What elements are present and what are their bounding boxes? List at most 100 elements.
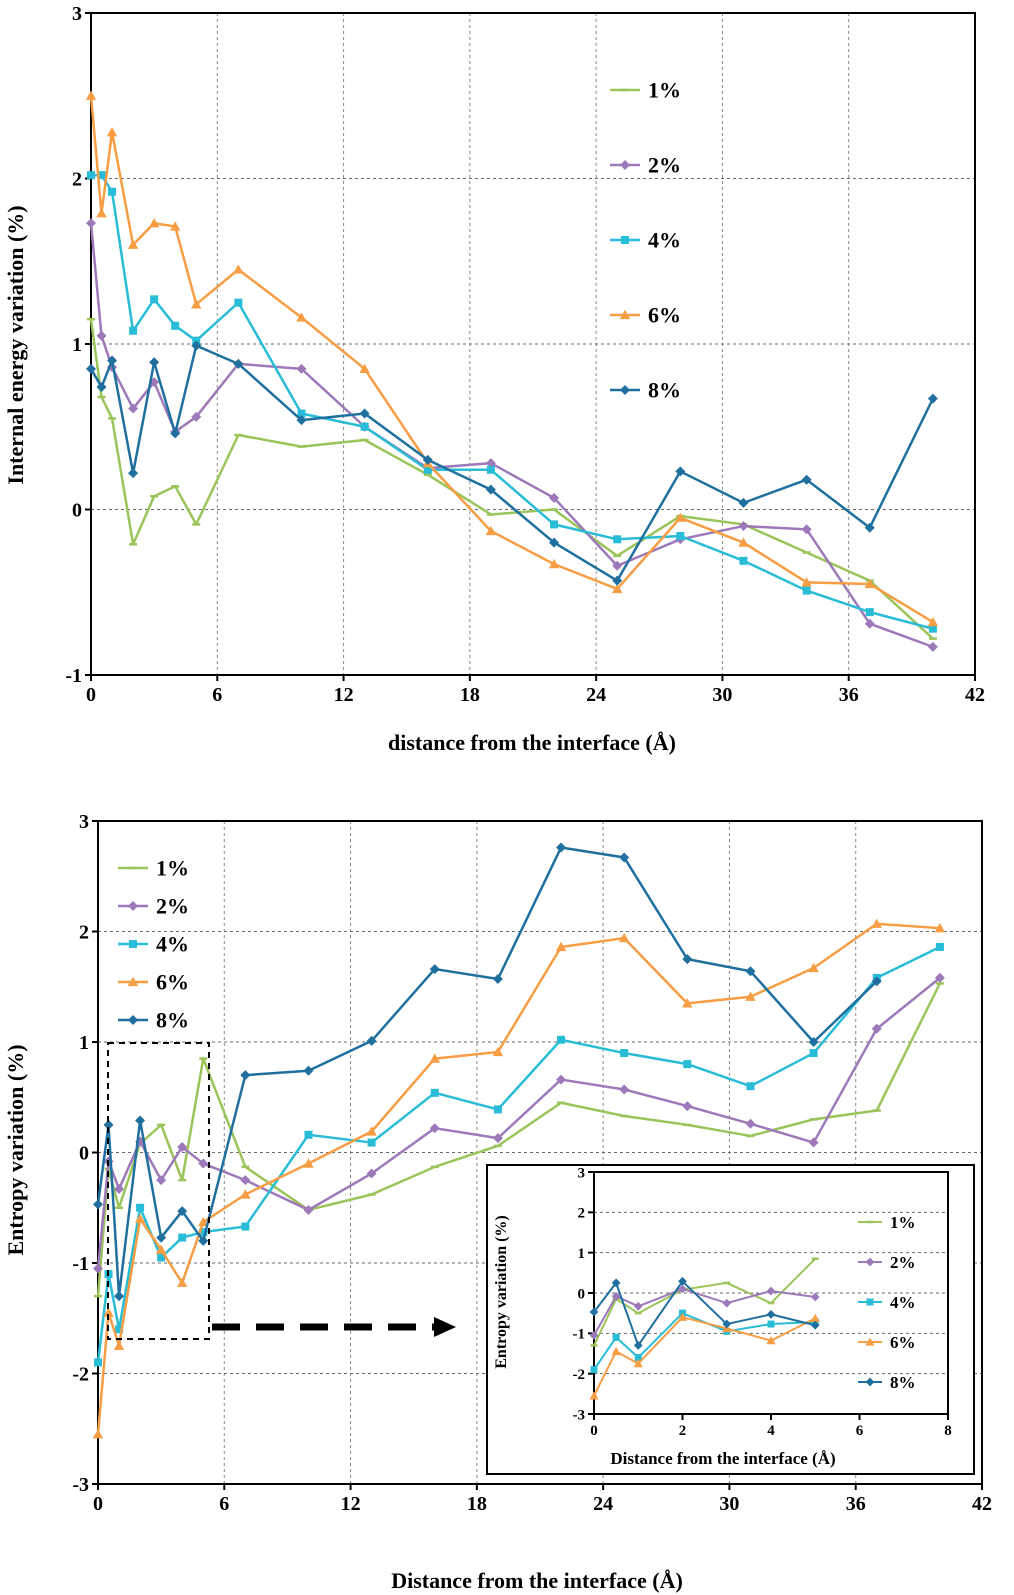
chart2-xtick-label: 30 <box>719 1493 739 1515</box>
inset-xtick-label: 0 <box>590 1423 598 1439</box>
inset-series-4-point <box>589 1307 599 1317</box>
chart2-series-3-point <box>745 991 756 1001</box>
inset-series-3-point <box>589 1391 599 1400</box>
chart2-ytick-label: -3 <box>72 1474 89 1496</box>
chart2-series-1-point <box>429 1123 440 1134</box>
inset-legend-2-marker <box>866 1298 874 1306</box>
chart1-series-2-point <box>739 556 748 565</box>
chart2-series-2-point <box>367 1138 376 1147</box>
chart1-series-2-point <box>865 608 874 617</box>
chart1-series-2-point <box>87 171 95 180</box>
chart2-series-2-point <box>809 1049 818 1058</box>
inset-xtick-label: 6 <box>856 1423 864 1439</box>
chart2-series-3-point <box>176 1277 188 1288</box>
chart1-ytick-label: 3 <box>72 3 82 25</box>
inset-series-4-point <box>766 1310 776 1319</box>
chart2-series-4-point <box>114 1291 125 1302</box>
chart1-series-3-point <box>191 299 202 309</box>
inset-legend-4-marker <box>865 1377 875 1387</box>
chart1-series-2-point <box>150 295 159 304</box>
chart2-series-2-point <box>557 1035 566 1044</box>
chart1-series-2-point <box>423 465 432 474</box>
inset-legend-1-marker <box>865 1257 875 1267</box>
chart1-xtick-label: 24 <box>586 684 606 706</box>
chart1-series-2-point <box>297 409 306 418</box>
chart2-series-2-point <box>493 1105 502 1114</box>
chart2-series-3-point <box>682 998 693 1008</box>
inset-series-1-point <box>678 1284 687 1294</box>
inset-series-2-point <box>612 1333 620 1341</box>
chart1-xtick-label: 18 <box>460 684 480 706</box>
inset-series-1-point <box>810 1292 820 1302</box>
chart2-series-4-point <box>240 1070 251 1081</box>
chart2-series-2-point <box>241 1222 250 1231</box>
chart1-series-4-point <box>675 466 686 477</box>
chart2-xtick-label: 18 <box>467 1493 487 1515</box>
inset-series-3-point <box>810 1313 820 1323</box>
chart2-series-1-point <box>556 1074 567 1085</box>
chart1-legend-4-label: 8% <box>648 378 681 403</box>
chart2-series-3-point <box>134 1213 146 1223</box>
chart2-series-2-point <box>430 1088 439 1097</box>
chart2-series-4-line <box>96 846 878 1298</box>
chart2-series-1-point <box>240 1175 251 1186</box>
chart1-series-4-point <box>422 454 433 465</box>
chart1-series-4-point <box>801 474 812 485</box>
chart2-legend-1-label: 2% <box>156 894 189 919</box>
chart1-xtick-label: 6 <box>212 684 222 706</box>
inset-ytick-label: 0 <box>578 1286 586 1302</box>
chart2-xtick-label: 24 <box>593 1493 613 1515</box>
chart1-series-2-point <box>802 586 811 595</box>
chart1-ytick-label: 1 <box>72 334 82 356</box>
chart2-series-4-point <box>303 1065 314 1076</box>
inset-ytick-label: -3 <box>573 1407 586 1423</box>
chart2-legend-3-marker <box>127 976 139 987</box>
inset-background <box>486 1164 975 1475</box>
zoom-arrow-head <box>434 1317 456 1337</box>
inset-series-1-point <box>766 1286 776 1296</box>
chart2-series-3-point <box>92 1429 104 1439</box>
chart1-series-3-point <box>801 577 812 587</box>
chart1-series-3-point <box>359 363 370 373</box>
chart1-series-4-point <box>128 468 139 479</box>
chart2-legend-1-marker <box>128 901 138 911</box>
chart1-series-1-point <box>738 521 749 532</box>
chart1-series-4-point <box>107 355 118 366</box>
chart2-series-3-point <box>240 1189 251 1199</box>
chart2-series-4-point <box>177 1206 188 1217</box>
chart1-ytick-label: 2 <box>72 169 82 191</box>
chart1-series-4-point <box>96 382 107 393</box>
chart1-xtick-label: 12 <box>334 684 354 706</box>
chart2-series-4-point <box>429 964 440 975</box>
inset-series-1-point <box>722 1298 732 1308</box>
inset-plot: 0 2 4 6 8 -3 -2 -1 0 1 2 3 1% 2% 4% 6% 8% <box>573 1165 952 1439</box>
inset-xtick-label: 2 <box>679 1423 687 1439</box>
chart1-series-4-point <box>359 408 370 419</box>
chart2-series-4-point <box>93 1199 103 1210</box>
chart1-series-1-point <box>801 524 812 535</box>
chart1-series-1-point <box>549 492 560 503</box>
chart1-series-1-point <box>191 411 202 422</box>
chart1-series-3-point <box>106 126 118 137</box>
chart1-series-4-point <box>170 428 181 439</box>
chart2-series-2-point <box>746 1082 755 1091</box>
chart2-xtick-label: 6 <box>219 1493 229 1515</box>
chart2-series-1-point <box>93 1263 103 1274</box>
chart1-xtick-label: 36 <box>839 684 859 706</box>
chart1-xtick-label: 30 <box>712 684 732 706</box>
chart2-xtick-label: 42 <box>972 1493 992 1515</box>
chart1-series-2-point <box>676 531 685 540</box>
chart1-legend-2-marker <box>621 236 629 244</box>
chart1-legend-2-label: 4% <box>648 228 681 253</box>
chart2-xtick-label: 12 <box>341 1493 361 1515</box>
inset-legend-4-label: 8% <box>890 1373 916 1392</box>
chart2-ytick-label: 3 <box>79 811 89 833</box>
chart2-series-1-point <box>492 1133 503 1144</box>
chart2-legend-3-label: 6% <box>156 970 189 995</box>
chart1-legend-4-marker <box>620 385 630 395</box>
chart2-series-3-point <box>103 1307 114 1317</box>
chart1-series-3-point <box>296 312 307 322</box>
chart1-series-1-point <box>96 330 107 341</box>
